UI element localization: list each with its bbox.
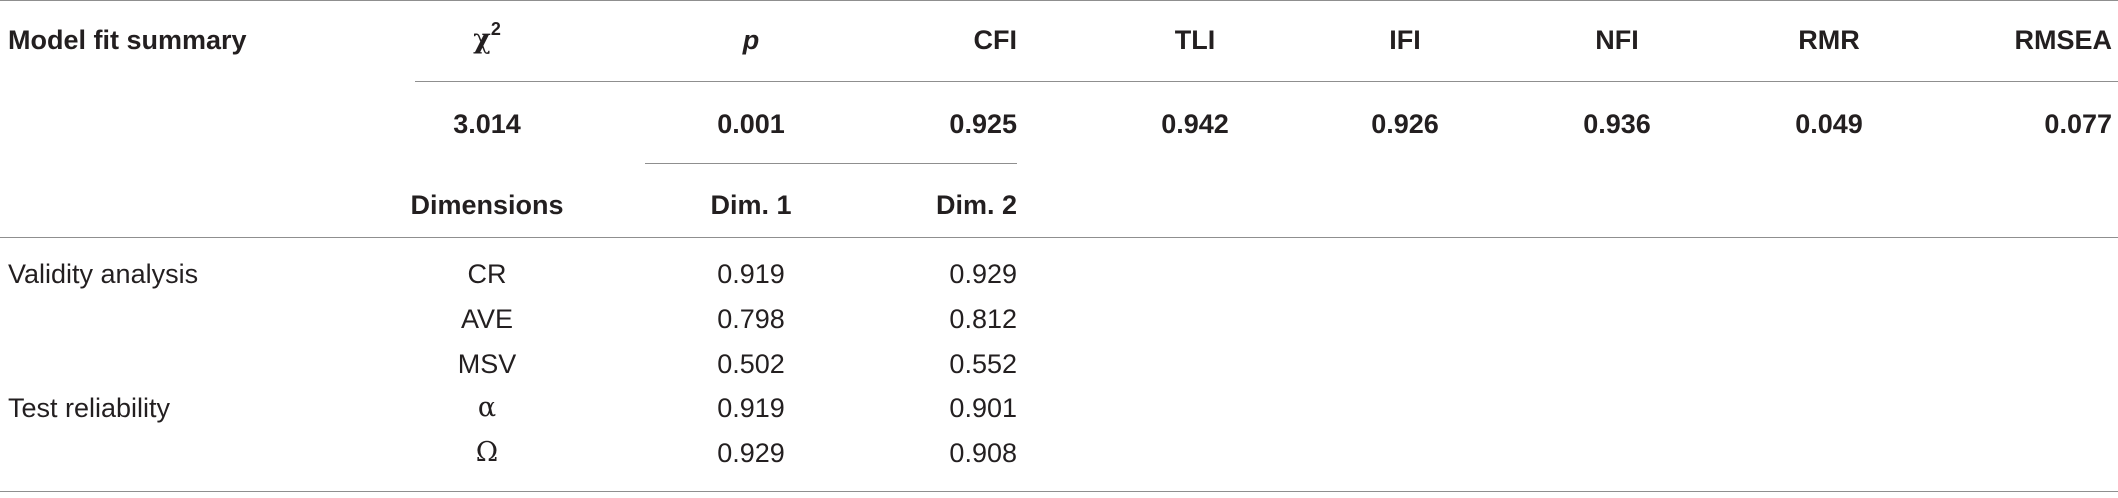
row-label-model-fit-summary: Model fit summary <box>8 25 247 55</box>
value-rmsea: 0.077 <box>2044 109 2112 139</box>
rule-top <box>0 0 2118 1</box>
measure-alpha: α <box>477 392 497 423</box>
measure-ave: AVE <box>460 304 514 334</box>
msv-dim2: 0.552 <box>949 349 1017 379</box>
measure-cr: CR <box>467 259 507 289</box>
alpha-dim1: 0.919 <box>717 393 785 423</box>
dim2-header: Dim. 2 <box>935 190 1017 220</box>
dimensions-header: Dimensions <box>410 190 564 220</box>
msv-dim1: 0.502 <box>717 349 785 379</box>
header-ifi: IFI <box>1389 25 1421 55</box>
value-p: 0.001 <box>717 109 785 139</box>
alpha-dim2: 0.901 <box>949 393 1017 423</box>
ave-dim1: 0.798 <box>717 304 785 334</box>
value-tli: 0.942 <box>1161 109 1229 139</box>
omega-dim1: 0.929 <box>717 438 785 468</box>
header-rmsea: RMSEA <box>2014 25 2112 55</box>
value-cfi: 0.925 <box>949 109 1017 139</box>
chi-exponent: 2 <box>490 19 501 39</box>
rule-under-dimensions <box>0 237 2118 238</box>
rule-under-header <box>415 81 2118 82</box>
rule-under-fit-values <box>645 163 1017 164</box>
value-chi-square: 3.014 <box>453 109 521 139</box>
value-nfi: 0.936 <box>1583 109 1651 139</box>
header-cfi: CFI <box>973 25 1018 55</box>
ave-dim2: 0.812 <box>949 304 1017 334</box>
measure-msv: MSV <box>457 349 517 379</box>
rule-bottom <box>0 491 2118 492</box>
section-label-validity-analysis: Validity analysis <box>8 259 199 289</box>
header-tli: TLI <box>1174 25 1216 55</box>
cr-dim2: 0.929 <box>949 259 1017 289</box>
header-rmr: RMR <box>1798 25 1860 55</box>
cr-dim1: 0.919 <box>717 259 785 289</box>
header-p: p <box>742 25 760 55</box>
header-nfi: NFI <box>1595 25 1639 55</box>
section-label-test-reliability: Test reliability <box>8 393 171 423</box>
chi-symbol: χ <box>473 24 491 55</box>
dim1-header: Dim. 1 <box>710 190 792 220</box>
value-ifi: 0.926 <box>1371 109 1439 139</box>
measure-omega: Ω <box>475 437 499 468</box>
omega-dim2: 0.908 <box>949 438 1017 468</box>
header-chi-square: χ2 <box>473 19 501 57</box>
value-rmr: 0.049 <box>1795 109 1863 139</box>
